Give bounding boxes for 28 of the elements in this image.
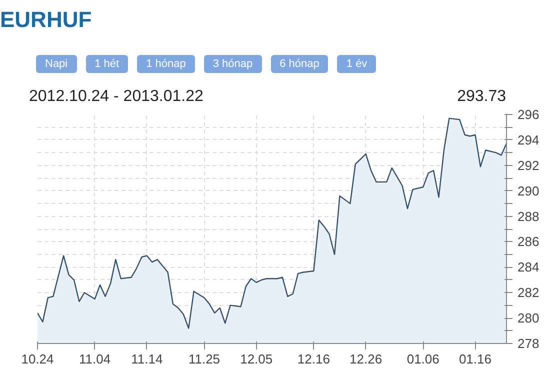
chart-subtitle: 2012.10.24 - 2013.01.22 <box>29 87 204 107</box>
x-tick-label: 11.14 <box>131 352 163 366</box>
text: 1 hónap <box>137 55 195 73</box>
y-tick-label: 282 <box>518 285 540 300</box>
y-tick-label: 290 <box>518 183 540 198</box>
x-tick-label: 12.05 <box>240 352 273 366</box>
y-tick-label: 286 <box>518 234 540 250</box>
x-tick-label: 01.16 <box>458 352 492 366</box>
text: 1 év <box>337 55 376 73</box>
y-tick-label: 296 <box>518 107 540 122</box>
text: 3 hónap <box>204 55 262 73</box>
y-tick-label: 284 <box>518 260 540 275</box>
text: 293.73 <box>457 87 506 107</box>
y-tick-label: 280 <box>518 310 540 326</box>
x-tick-label: 11.04 <box>79 352 111 366</box>
text: 6 hónap <box>270 55 328 73</box>
chart-title: EURHUF <box>0 6 92 34</box>
x-tick-label: 12.26 <box>350 352 382 366</box>
y-tick-label: 288 <box>518 208 540 224</box>
x-tick-label: 12.16 <box>297 352 330 366</box>
x-tick-label: 11.25 <box>188 352 220 366</box>
text: Napi <box>36 55 77 73</box>
y-tick-label: 294 <box>518 132 540 148</box>
x-tick-label: 10.24 <box>21 352 54 366</box>
y-tick-label: 292 <box>518 158 540 173</box>
text: 1 hét <box>86 55 128 73</box>
x-tick-label: 01.06 <box>406 352 440 366</box>
y-tick-label: 278 <box>518 336 540 351</box>
